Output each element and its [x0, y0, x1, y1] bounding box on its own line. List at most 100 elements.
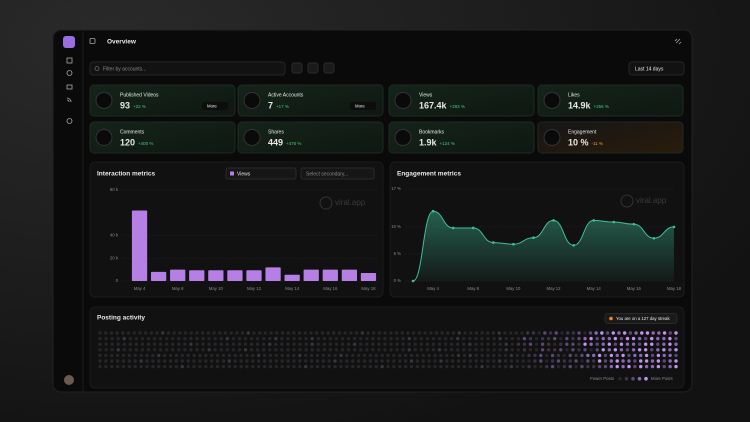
stat-card: [388, 84, 535, 117]
stat-change: +476 %: [286, 141, 301, 146]
activity-dot: [389, 348, 393, 352]
activity-dot: [437, 336, 442, 341]
activity-dot: [639, 364, 643, 369]
activity-dot: [457, 331, 461, 335]
metric-name: Views: [237, 171, 251, 177]
activity-dot: [409, 353, 414, 358]
activity-dot: [121, 353, 126, 358]
activity-dot: [356, 359, 361, 363]
activity-dot: [309, 364, 314, 369]
nav-icon[interactable]: [66, 57, 73, 64]
activity-dot: [274, 342, 278, 346]
activity-dot: [644, 353, 649, 358]
activity-dot: [634, 331, 638, 335]
activity-dot: [497, 331, 501, 335]
activity-dot: [252, 331, 256, 335]
activity-dot: [571, 342, 575, 346]
activity-dot: [421, 364, 425, 369]
activity-dot: [539, 353, 543, 358]
stat-icon: [95, 92, 113, 109]
activity-dot: [450, 364, 455, 369]
activity-dot: [383, 336, 387, 341]
activity-dot: [198, 364, 202, 369]
secondary-select[interactable]: [300, 167, 375, 180]
activity-dot: [231, 348, 236, 352]
activity-dot: [577, 342, 581, 346]
activity-dot: [439, 364, 443, 369]
activity-dot: [345, 359, 349, 363]
activity-dot: [225, 348, 230, 352]
activity-dot: [256, 359, 261, 363]
stat-value: 120: [120, 137, 135, 147]
more-label: More: [207, 103, 217, 108]
avatar[interactable]: [64, 375, 74, 385]
activity-dot: [371, 348, 375, 352]
platform-button[interactable]: [291, 62, 303, 74]
activity-dot: [508, 331, 513, 335]
activity-dot: [213, 336, 217, 341]
activity-dot: [645, 331, 650, 335]
activity-dot: [510, 336, 514, 341]
nav-icon[interactable]: [66, 84, 73, 90]
platform-button[interactable]: [323, 62, 335, 74]
activity-dot: [568, 353, 572, 358]
watermark: viral.app: [636, 196, 667, 205]
nav-icon[interactable]: [66, 97, 72, 103]
activity-dot: [121, 364, 126, 369]
activity-dot: [104, 348, 108, 352]
activity-dot: [583, 331, 587, 335]
metric-select[interactable]: [225, 167, 297, 180]
activity-dot: [286, 331, 290, 335]
y-tick-label: 40 k: [110, 233, 119, 238]
activity-dot: [292, 342, 296, 346]
activity-dot: [668, 342, 672, 346]
activity-dot: [133, 353, 137, 358]
activity-dot: [534, 348, 539, 352]
bar: [360, 273, 377, 281]
activity-dot: [213, 348, 217, 352]
activity-dot: [122, 342, 126, 346]
activity-dot: [339, 353, 343, 358]
bar: [303, 269, 319, 281]
activity-dot: [359, 336, 363, 341]
link-icon[interactable]: [674, 38, 682, 45]
activity-dot: [161, 331, 165, 335]
activity-dot: [145, 364, 149, 369]
stat-change: +22 %: [133, 104, 146, 109]
activity-dot: [98, 353, 102, 358]
nav-icon[interactable]: [66, 118, 73, 124]
more-button[interactable]: [350, 102, 376, 110]
activity-dot: [104, 342, 108, 346]
activity-dot: [215, 359, 220, 363]
date-range-button[interactable]: [628, 61, 685, 76]
activity-dot: [456, 336, 460, 341]
activity-dot: [586, 364, 590, 369]
activity-dot: [116, 336, 120, 341]
activity-dot: [533, 353, 537, 358]
activity-dot: [377, 336, 381, 341]
activity-dot: [315, 353, 320, 358]
activity-dot: [586, 359, 590, 363]
platform-button[interactable]: [307, 62, 319, 74]
more-button[interactable]: [202, 102, 228, 110]
activity-dot: [98, 331, 102, 335]
nav-icon[interactable]: [66, 70, 73, 76]
activity-dot: [522, 336, 527, 341]
activity-dot: [674, 342, 678, 346]
activity-dot: [521, 359, 525, 363]
activity-dot: [650, 348, 654, 352]
activity-dot: [192, 364, 196, 369]
activity-dot: [346, 336, 351, 341]
activity-dot: [528, 348, 533, 352]
activity-dot: [443, 342, 448, 346]
filter-box[interactable]: [89, 61, 286, 76]
activity-dot: [656, 353, 661, 358]
sidebar-toggle[interactable]: [89, 38, 96, 44]
activity-dot: [534, 336, 539, 341]
logo[interactable]: [63, 36, 75, 48]
x-tick-label: May 4: [427, 286, 439, 291]
activity-dot: [162, 364, 167, 369]
activity-dot: [183, 348, 187, 352]
activity-dot: [280, 348, 284, 352]
legend-swatch: [637, 376, 642, 381]
